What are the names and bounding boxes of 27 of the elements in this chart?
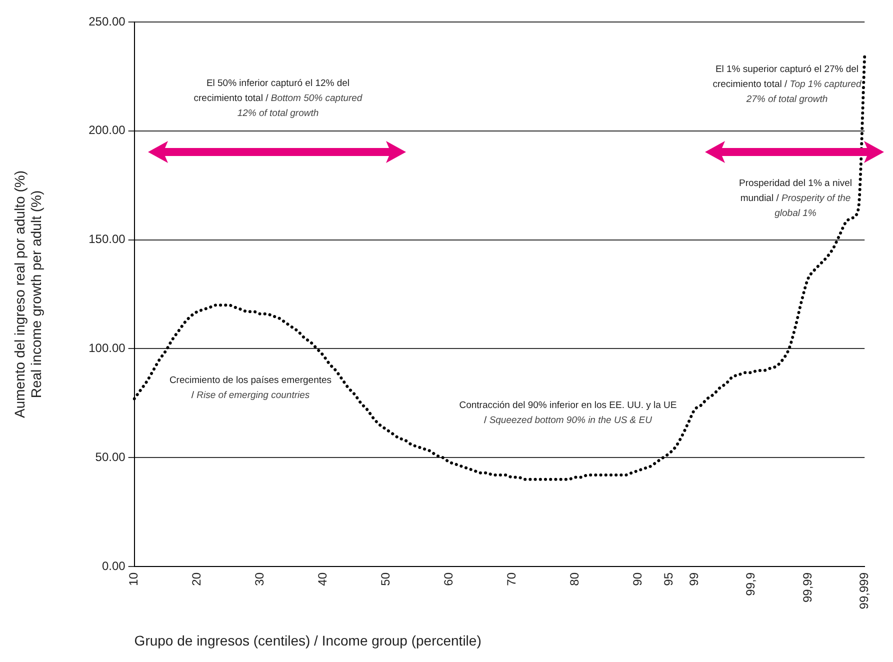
- x-tick-label: 10: [126, 572, 141, 586]
- x-tick-label: 95: [662, 572, 676, 586]
- annotation: Prosperidad del 1% a nivel mundial / Prosperity of the global 1%: [738, 178, 852, 219]
- annotation: El 1% superior capturó el 27% del crecimiento total / Top 1% captured 27% of total growth: [712, 64, 862, 105]
- x-tick-label: 99: [686, 572, 701, 586]
- y-axis-title: Aumento del ingreso real por adulto (%) Real income growth per adult (%): [11, 170, 44, 418]
- x-tick-label: 90: [630, 572, 644, 586]
- y-tick-label: 50.00: [95, 450, 126, 464]
- y-tick-label: 150.00: [88, 232, 126, 246]
- annotation: El 50% inferior capturó el 12% del crecimiento total / Bottom 50% captured 12% of total growth: [194, 78, 362, 119]
- x-tick-label: 70: [504, 572, 518, 586]
- x-axis-title: Grupo de ingresos (centiles) / Income group (percentile): [134, 632, 482, 648]
- y-tick-label: 200.00: [88, 123, 126, 138]
- x-tick-label: 50: [378, 572, 392, 586]
- x-tick-label: 60: [441, 572, 456, 586]
- y-tick-label: 250.00: [88, 14, 126, 28]
- y-tick-label: 0.00: [102, 558, 126, 573]
- x-tick-label: 99,999: [856, 572, 871, 610]
- x-tick-label: 30: [252, 572, 267, 586]
- x-tick-label: 40: [315, 572, 330, 586]
- x-tick-label: 20: [190, 572, 204, 586]
- annotation: Contracción del 90% inferior en los EE. UU. y la UE / Squeezed bottom 90% in the US & EU: [459, 400, 677, 426]
- x-tick-label: 99,9: [744, 572, 758, 596]
- annotation: Crecimiento de los países emergentes / Rise of emerging countries: [169, 375, 332, 401]
- x-tick-label: 80: [567, 572, 582, 586]
- y-tick-label: 100.00: [88, 341, 126, 356]
- x-tick-label: 99,99: [800, 572, 814, 603]
